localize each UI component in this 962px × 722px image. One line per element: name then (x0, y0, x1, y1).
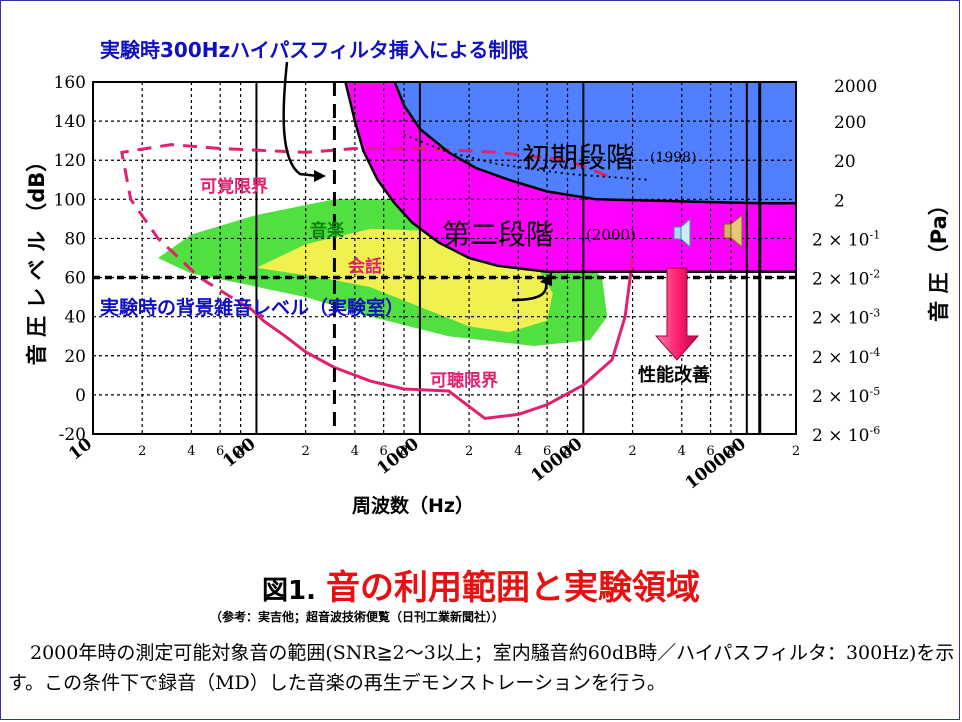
figure-title: 音の利用範囲と実験領域 (325, 568, 700, 608)
x-minor-tick-label: 2 (302, 444, 310, 459)
speaker-icon-gold (723, 213, 743, 249)
hpf-note-arrowhead (314, 170, 326, 182)
curve-2 (344, 82, 796, 273)
x-minor-tick-label: 8 (727, 444, 735, 459)
curve-1 (247, 257, 635, 420)
figure-description: 2000年時の測定可能対象音の範囲(SNR≧2～3以上；室内騒音約60dB時／ハ… (8, 642, 955, 694)
x-minor-tick-label: 8 (400, 444, 408, 459)
y-tick-label: 0 (75, 386, 86, 406)
improvement-label: 性能改善 (638, 364, 710, 386)
y2-tick-exponent: -4 (870, 346, 881, 359)
y2-tick-exponent: -1 (870, 228, 881, 241)
x-minor-tick-label: 4 (351, 444, 359, 459)
x-minor-tick-label: 6 (543, 444, 551, 459)
x-minor-tick-label: 2 (628, 444, 636, 459)
x-major-tick-label: 100000 (682, 434, 750, 494)
curve-4 (403, 133, 649, 181)
x-major-tick-label: 100 (219, 434, 259, 472)
figure-number: 図1. (262, 576, 316, 606)
curve-0 (120, 143, 608, 318)
y2-tick-label: 2 × 10-3 (812, 307, 880, 329)
x-minor-tick-label: 8 (236, 444, 244, 459)
curves-layer (93, 82, 796, 434)
bg-noise-arrow (511, 281, 548, 302)
x-axis-title: 周波数（Hz） (352, 494, 474, 517)
region-3 (394, 82, 796, 204)
second-stage-year: (2000) (586, 226, 636, 244)
x-major-tick-label: 10000 (527, 434, 586, 486)
y2-tick-exponent: -5 (870, 385, 881, 398)
conversation-label: 会話 (348, 256, 382, 277)
y-tick-label: 60 (64, 269, 86, 289)
x-minor-tick-label: 6 (379, 444, 387, 459)
x-minor-tick-label: 6 (216, 444, 224, 459)
y2-tick-label: 2 × 10-2 (812, 268, 880, 290)
y-tick-label: 160 (54, 73, 86, 93)
y2-tick-label: 200 (834, 113, 866, 133)
x-minor-tick-label: 4 (678, 444, 686, 459)
audible-limit-lower-label: 可聴限界 (430, 371, 498, 391)
y2-tick-exponent: -3 (870, 307, 881, 320)
improvement-arrow (654, 267, 700, 361)
y2-axis-title: 音 圧 （Pa） (927, 194, 951, 322)
y-axis-title: 音 圧 レ ベ ル （dB） (25, 151, 49, 366)
figure-reference: （参考：実吉他；超音波技術便覧（日刊工業新聞社）） (210, 610, 505, 624)
y2-tick-label: 2 × 10-5 (812, 385, 880, 407)
second-stage-label: 第二段階 (442, 218, 554, 251)
x-minor-tick-label: 4 (187, 444, 195, 459)
initial-stage-year: (1998) (650, 150, 697, 166)
x-minor-tick-label: 2 (792, 444, 800, 459)
sound-range-chart: -20 0 20 40 60 80 100 120 140 160 2000 200 20 2 2 × 10… (25, 38, 951, 517)
y2-tick-label: 2 × 10-4 (812, 346, 880, 368)
x-minor-tick-label: 6 (706, 444, 714, 459)
music-label: 音楽 (310, 220, 345, 241)
plot-border (92, 81, 797, 435)
y-tick-label: 120 (54, 151, 86, 171)
curve-3 (393, 82, 796, 205)
audible-limit-upper-label: 可覚限界 (200, 176, 268, 197)
y2-tick-exponent: -6 (870, 424, 881, 437)
x-minor-tick-label: 2 (465, 444, 473, 459)
x-minor-tick-label: 4 (514, 444, 522, 459)
bg-noise-label: 実験時の背景雑音レベル（実験室） (100, 296, 404, 319)
y-tick-label: 100 (54, 190, 86, 210)
y-tick-label: 40 (64, 308, 86, 328)
initial-stage-label: 初期段階 (522, 141, 634, 174)
y-tick-label: 20 (64, 347, 86, 367)
speaker-icon (673, 217, 691, 249)
figure-caption: 図1. 音の利用範囲と実験領域 (0, 560, 962, 609)
x-major-tick-label: 1000 (373, 434, 423, 479)
x-minor-tick-label: 8 (563, 444, 571, 459)
bg-noise-arrowhead (540, 272, 552, 286)
y2-tick-label: 2000 (834, 77, 877, 97)
y2-tick-label: 2 × 10-1 (812, 228, 880, 250)
y-tick-label: 80 (64, 229, 86, 249)
y2-tick-label: 2 (834, 191, 845, 211)
hpf-note-arrow (282, 61, 319, 178)
y2-tick-label: 20 (834, 152, 856, 172)
y-tick-label: -20 (59, 425, 86, 445)
y-tick-label: 140 (54, 112, 86, 132)
x-minor-tick-label: 2 (138, 444, 146, 459)
y2-tick-exponent: -2 (870, 268, 881, 281)
hpf-note-label: 実験時300Hzハイパスフィルタ挿入による制限 (100, 38, 528, 62)
y2-tick-label: 2 × 10-6 (812, 424, 880, 446)
